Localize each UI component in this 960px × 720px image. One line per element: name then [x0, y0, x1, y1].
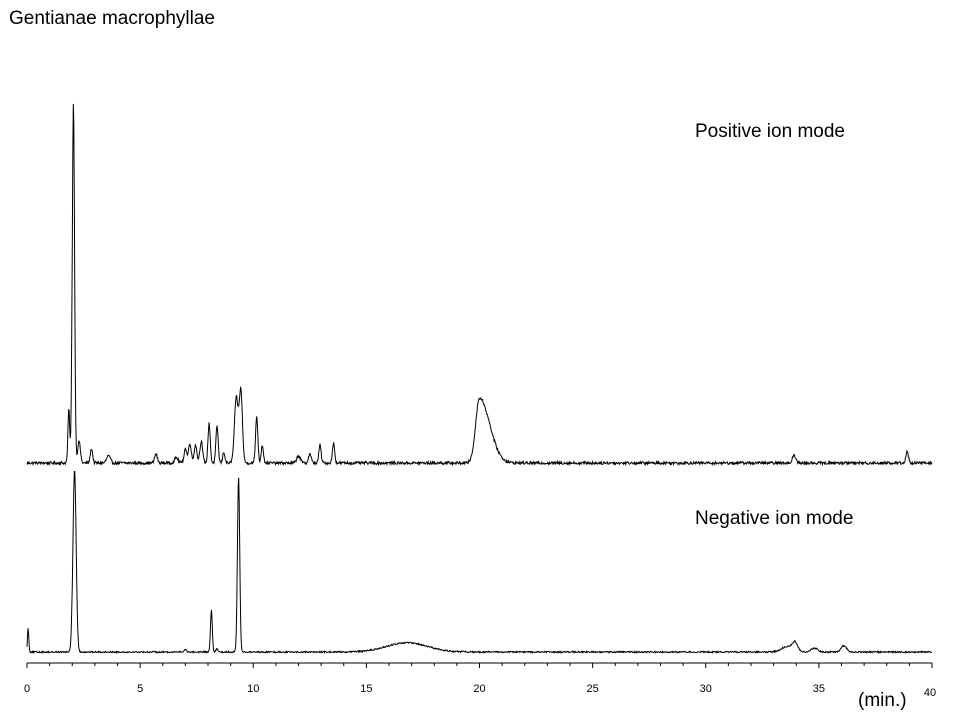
x-tick-label: 35 [813, 683, 825, 695]
x-tick-label: 20 [473, 683, 485, 695]
x-tick-label: 5 [137, 683, 143, 695]
x-tick-label: 0 [24, 683, 30, 695]
series-label-positive: Positive ion mode [695, 121, 845, 142]
x-tick-label: 40 [924, 687, 936, 699]
x-tick-label: 30 [700, 683, 712, 695]
chart-title: Gentianae macrophyllae [9, 8, 215, 29]
x-tick-label: 10 [247, 683, 259, 695]
x-tick-label: 15 [360, 683, 372, 695]
x-tick-label: 25 [587, 683, 599, 695]
series-label-negative: Negative ion mode [695, 508, 853, 529]
series-line-positive [26, 103, 933, 467]
series-line-negative [26, 470, 933, 655]
x-axis-label: (min.) [858, 690, 907, 711]
